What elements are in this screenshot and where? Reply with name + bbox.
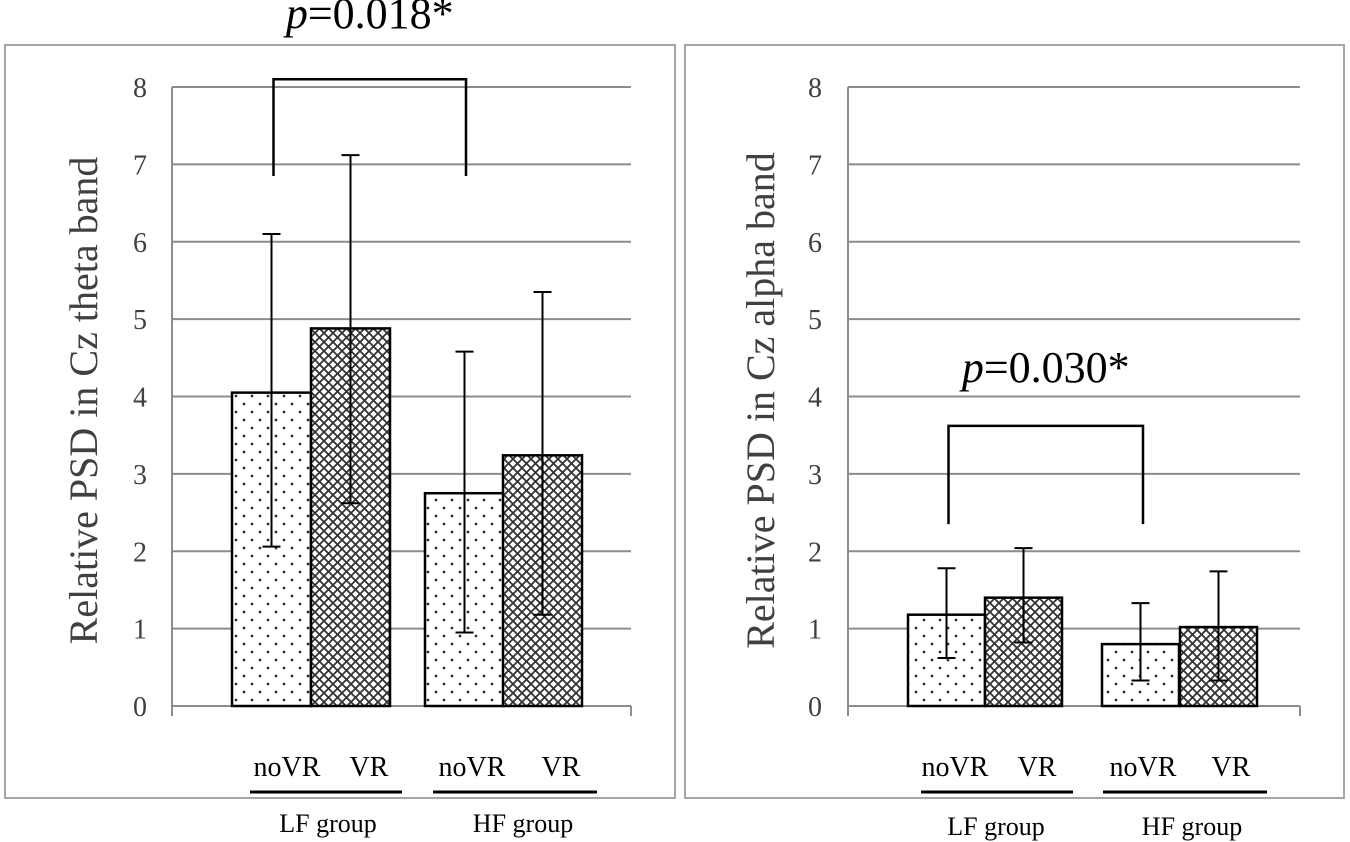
alpha-y-tick-label: 3 xyxy=(808,460,822,491)
alpha-category-label: VR xyxy=(1212,752,1251,783)
alpha-group-labels: LF group HF group xyxy=(921,790,1267,841)
theta-y-tick-label: 6 xyxy=(133,228,147,259)
alpha-y-tick-labels: 0 1 2 3 4 5 6 7 8 xyxy=(808,73,822,723)
alpha-category-label: noVR xyxy=(1110,752,1177,783)
theta-category-labels: noVR VR noVR VR xyxy=(254,752,581,783)
theta-category-label: noVR xyxy=(254,752,321,783)
alpha-bars xyxy=(906,596,1259,708)
theta-y-axis-label: Relative PSD in Cz theta band xyxy=(61,157,106,645)
theta-y-tick-labels: 0 1 2 3 4 5 6 7 8 xyxy=(133,73,147,723)
alpha-p-value-label: p=0.030* xyxy=(959,343,1130,392)
alpha-y-tick-label: 7 xyxy=(808,150,822,181)
theta-panel: 0 1 2 3 4 5 6 7 8 p=0.018* Relative PSD in Cz th… xyxy=(4,0,676,838)
alpha-category-labels: noVR VR noVR VR xyxy=(922,752,1251,783)
alpha-y-tick-label: 0 xyxy=(808,692,822,723)
theta-significance-bracket xyxy=(272,78,468,176)
alpha-bar-lf-vr xyxy=(983,596,1064,708)
theta-y-tick-label: 0 xyxy=(133,692,147,723)
alpha-category-label: noVR xyxy=(922,752,989,783)
theta-category-label: noVR xyxy=(439,752,506,783)
theta-y-tick-label: 8 xyxy=(133,73,147,104)
alpha-y-tick-label: 1 xyxy=(808,615,822,646)
theta-group-label: HF group xyxy=(473,809,573,838)
alpha-category-label: VR xyxy=(1018,752,1057,783)
theta-category-label: VR xyxy=(350,752,389,783)
alpha-significance: p=0.030* xyxy=(947,343,1145,525)
theta-error-bars xyxy=(262,154,552,634)
alpha-y-tick-label: 2 xyxy=(808,537,822,568)
alpha-y-axis-label: Relative PSD in Cz alpha band xyxy=(738,152,783,649)
alpha-group-label: LF group xyxy=(947,812,1045,841)
theta-significance: p=0.018* xyxy=(272,0,468,176)
theta-category-label: VR xyxy=(542,752,581,783)
theta-y-tick-label: 5 xyxy=(133,305,147,336)
alpha-error-bars xyxy=(937,547,1228,682)
theta-y-tick-label: 2 xyxy=(133,537,147,568)
alpha-group-label: HF group xyxy=(1142,812,1242,841)
theta-p-value-label: p=0.018* xyxy=(283,0,454,38)
alpha-y-tick-label: 5 xyxy=(808,305,822,336)
theta-group-label: LF group xyxy=(279,809,377,838)
theta-y-tick-label: 1 xyxy=(133,615,147,646)
theta-group-labels: LF group HF group xyxy=(250,790,597,838)
theta-y-tick-label: 7 xyxy=(133,150,147,181)
alpha-significance-bracket xyxy=(947,424,1145,525)
theta-y-tick-label: 4 xyxy=(133,383,147,414)
alpha-y-tick-label: 8 xyxy=(808,73,822,104)
alpha-y-tick-label: 4 xyxy=(808,383,822,414)
alpha-panel: 0 1 2 3 4 5 6 7 8 p=0.030* Relative PSD in Cz al… xyxy=(684,44,1345,841)
theta-y-tick-label: 3 xyxy=(133,460,147,491)
alpha-y-tick-label: 6 xyxy=(808,228,822,259)
